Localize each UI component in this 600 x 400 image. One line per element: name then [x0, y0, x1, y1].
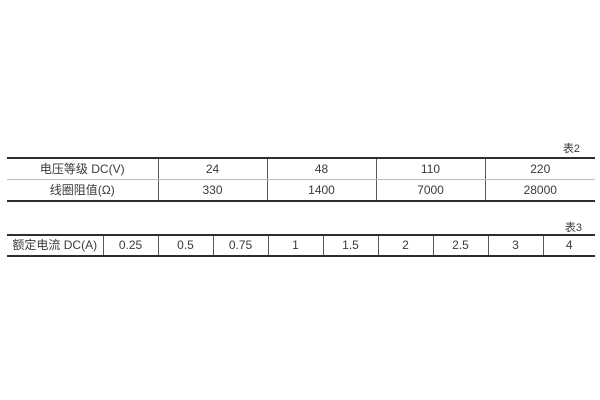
table2-caption: 表2	[562, 143, 580, 155]
table-row-current: 额定电流 DC(A) 0.25 0.5 0.75 1 1.5 2 2.5 3 4	[7, 235, 595, 256]
voltage-resistance-table: 电压等级 DC(V) 24 48 110 220 线圈阻值(Ω) 330 140…	[7, 157, 595, 202]
table-cell: 0.5	[157, 235, 213, 256]
table-cell: 1400	[266, 179, 376, 201]
table-cell: 24	[157, 158, 267, 180]
table-cell: 7000	[375, 179, 485, 201]
row-header-cell: 线圈阻值(Ω)	[49, 183, 115, 197]
table-cell: 330	[157, 179, 267, 201]
table-cell: 3	[487, 235, 543, 256]
table-cell: 1.5	[322, 235, 378, 256]
table-cell: 110	[375, 158, 485, 180]
table-cell: 2	[377, 235, 433, 256]
table-cell: 220	[484, 158, 595, 180]
row-header-cell: 电压等级 DC(V)	[7, 158, 158, 180]
table-row-resistance: 线圈阻值(Ω) 330 1400 7000 28000	[7, 179, 595, 201]
rated-current-table: 额定电流 DC(A) 0.25 0.5 0.75 1 1.5 2 2.5 3 4	[7, 234, 595, 257]
table-row-voltage: 电压等级 DC(V) 24 48 110 220	[7, 158, 595, 180]
table3-caption: 表3	[564, 222, 582, 234]
table-cell: 0.75	[212, 235, 268, 256]
table-cell: 48	[266, 158, 376, 180]
table-cell: 0.25	[102, 235, 158, 256]
table-cell: 4	[542, 235, 595, 256]
row-header-cell: 额定电流 DC(A)	[12, 238, 98, 252]
table-cell: 1	[267, 235, 323, 256]
table-cell: 28000	[484, 179, 595, 201]
table-cell: 2.5	[432, 235, 488, 256]
